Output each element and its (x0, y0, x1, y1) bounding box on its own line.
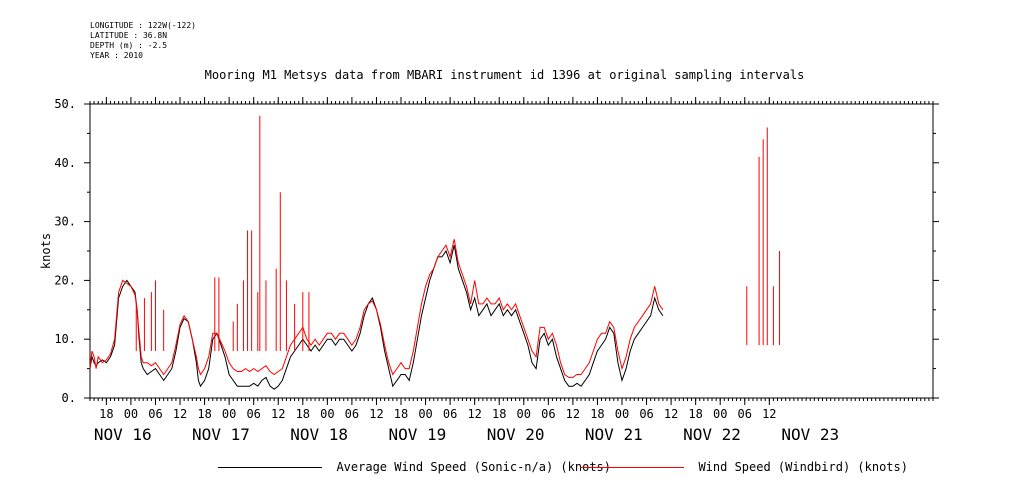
x-tick-label: 06 (148, 407, 162, 421)
plot-frame (89, 103, 934, 399)
y-tick-label: 10. (54, 332, 76, 346)
year-text: YEAR : 2010 (90, 51, 143, 60)
x-day-label: NOV 16 (94, 425, 152, 444)
metadata-block: LONGITUDE : 122W(-122) LATITUDE : 36.8N … (90, 21, 196, 61)
x-tick-label: 00 (517, 407, 531, 421)
legend-line-red (580, 467, 685, 468)
depth-text: DEPTH (m) : -2.5 (90, 41, 168, 50)
series-windbird-line (89, 239, 664, 378)
x-tick-label: 18 (296, 407, 310, 421)
y-axis-label: knots (39, 233, 53, 269)
x-tick-label: 00 (124, 407, 138, 421)
x-tick-label: 00 (320, 407, 334, 421)
legend-label-windbird: Wind Speed (Windbird) (knots) (698, 460, 908, 474)
x-tick-label: 12 (369, 407, 383, 421)
x-day-label: NOV 23 (781, 425, 839, 444)
latitude-text: LATITUDE : 36.8N (90, 31, 168, 40)
x-tick-label: 12 (173, 407, 187, 421)
x-day-label: NOV 17 (192, 425, 250, 444)
y-tick-label: 0. (62, 391, 76, 405)
legend-windbird: Wind Speed (Windbird) (knots) (566, 446, 908, 474)
x-tick-label: 06 (246, 407, 260, 421)
x-tick-label: 18 (492, 407, 506, 421)
x-tick-label: 18 (99, 407, 113, 421)
x-day-label: NOV 22 (683, 425, 741, 444)
x-tick-label: 18 (688, 407, 702, 421)
chart-title: Mooring M1 Metsys data from MBARI instru… (204, 68, 805, 82)
x-tick-label: 06 (345, 407, 359, 421)
x-tick-label: 06 (639, 407, 653, 421)
x-tick-label: 18 (394, 407, 408, 421)
y-tick-label: 20. (54, 273, 76, 287)
x-tick-label: 12 (467, 407, 481, 421)
x-tick-label: 06 (738, 407, 752, 421)
x-tick-label: 00 (713, 407, 727, 421)
x-tick-label: 18 (197, 407, 211, 421)
x-day-label: NOV 19 (388, 425, 446, 444)
y-tick-label: 40. (54, 156, 76, 170)
x-tick-label: 12 (271, 407, 285, 421)
longitude-text: LONGITUDE : 122W(-122) (90, 21, 196, 30)
legend: Average Wind Speed (Sonic-n/a) (knots) (204, 446, 611, 474)
series-average-line (89, 244, 664, 390)
x-tick-label: 06 (541, 407, 555, 421)
y-tick-label: 30. (54, 215, 76, 229)
legend-line-black (218, 467, 323, 468)
x-tick-label: 06 (443, 407, 457, 421)
x-tick-label: 00 (615, 407, 629, 421)
x-tick-label: 12 (762, 407, 776, 421)
x-day-label: NOV 18 (290, 425, 348, 444)
x-tick-label: 12 (566, 407, 580, 421)
x-day-label: NOV 21 (585, 425, 643, 444)
x-tick-label: 00 (222, 407, 236, 421)
x-tick-label: 12 (664, 407, 678, 421)
x-tick-label: 00 (418, 407, 432, 421)
x-day-label: NOV 20 (487, 425, 545, 444)
x-tick-label: 18 (590, 407, 604, 421)
y-tick-label: 50. (54, 97, 76, 111)
